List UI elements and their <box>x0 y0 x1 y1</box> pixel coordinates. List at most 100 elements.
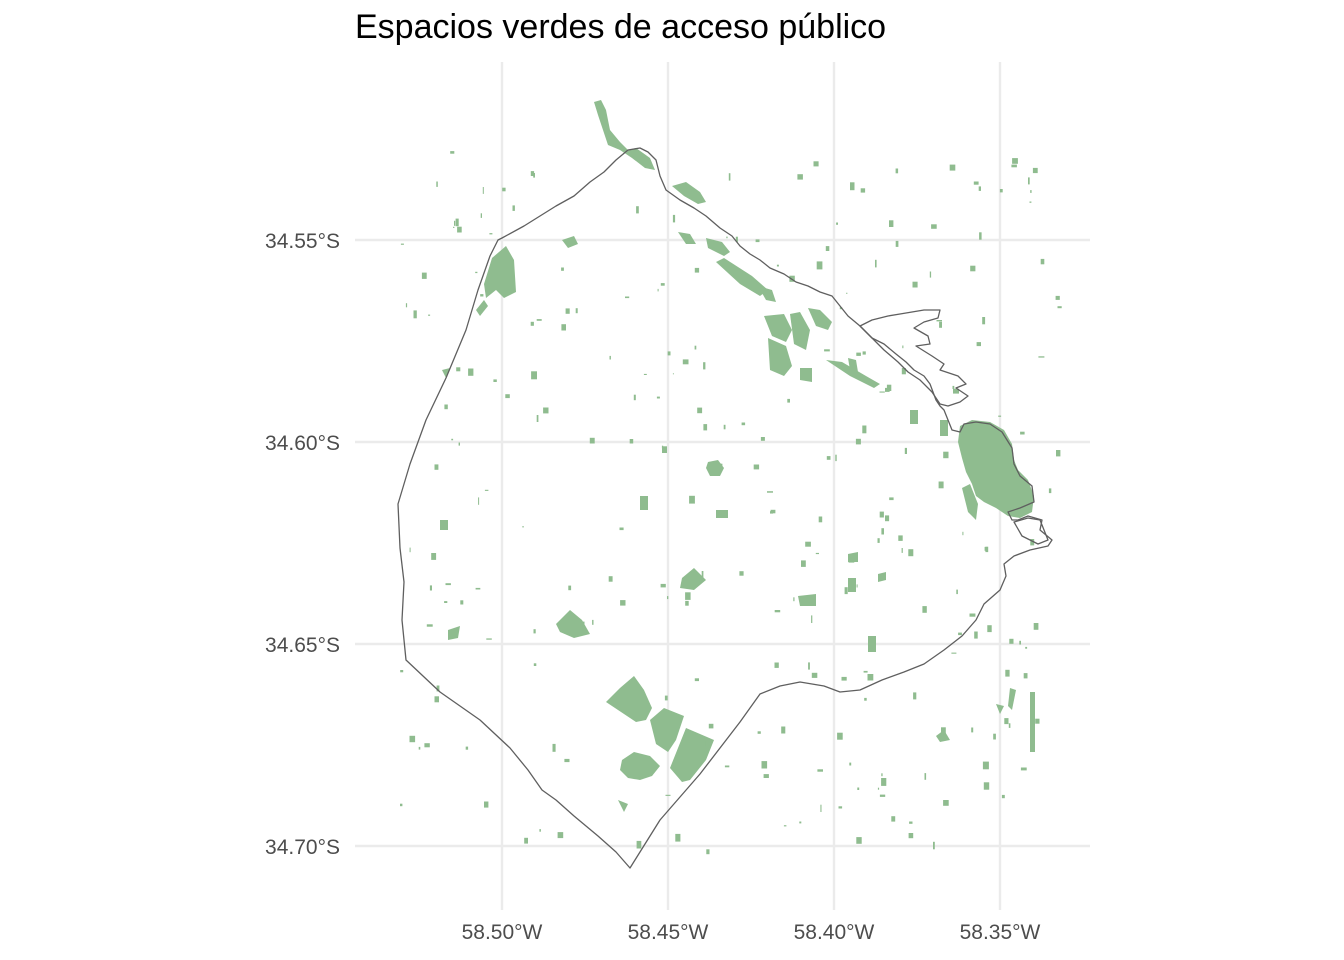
green-space <box>910 410 918 424</box>
x-tick-label: 58.40°W <box>794 921 875 944</box>
green-space-small <box>1032 167 1038 174</box>
green-space-reserva <box>958 420 1034 518</box>
green-space-small <box>909 821 913 824</box>
x-tick-label: 58.50°W <box>462 921 543 944</box>
x-tick-label: 58.35°W <box>960 921 1041 944</box>
green-space-small <box>664 695 668 701</box>
green-space-small <box>620 600 626 606</box>
green-space-small <box>633 394 636 401</box>
green-space <box>758 286 776 302</box>
green-space-small <box>767 491 773 493</box>
green-space-small <box>949 164 956 171</box>
green-space-small <box>901 548 903 553</box>
green-space-small <box>543 407 549 414</box>
green-space <box>476 300 488 316</box>
green-space-small <box>862 351 866 355</box>
green-space-small <box>629 439 634 444</box>
green-space-small <box>400 670 404 673</box>
green-space-southwest-park <box>670 728 714 782</box>
green-space-small <box>939 321 942 328</box>
green-space-small <box>1028 177 1030 185</box>
green-space-small <box>998 415 1002 417</box>
green-space <box>808 308 832 330</box>
green-space-small <box>998 475 1004 481</box>
green-space-small <box>811 672 818 678</box>
green-space-small <box>763 774 769 778</box>
green-space-small <box>755 239 760 243</box>
small-green-spaces <box>400 151 1062 855</box>
green-space-small <box>1056 450 1061 457</box>
green-space-small <box>575 308 578 314</box>
green-space <box>442 368 450 378</box>
green-space-small <box>984 546 987 551</box>
green-space-small <box>913 692 917 700</box>
green-space-small <box>703 362 706 370</box>
green-space-small <box>723 424 726 430</box>
green-space-small <box>908 833 914 839</box>
green-space-small <box>568 585 572 591</box>
green-space-small <box>667 351 671 356</box>
green-space-small <box>1033 623 1039 630</box>
green-space-small <box>856 352 861 356</box>
green-space-small <box>456 367 461 372</box>
green-space <box>672 182 706 204</box>
green-space-small <box>811 615 813 623</box>
green-space <box>940 420 948 436</box>
green-space-small <box>426 624 433 627</box>
green-space-small <box>895 240 899 247</box>
green-space-small <box>1005 669 1010 677</box>
green-space-small <box>502 187 506 192</box>
green-space-small <box>879 794 886 797</box>
green-space-small <box>862 425 867 434</box>
green-space-small <box>867 674 874 681</box>
green-space-small <box>735 236 738 242</box>
green-space-small <box>816 261 823 270</box>
green-space-small <box>660 283 665 286</box>
green-space-small <box>836 222 838 225</box>
green-space <box>826 360 880 388</box>
green-space <box>1008 688 1016 710</box>
green-space-small <box>770 509 776 514</box>
green-space-small <box>881 773 883 777</box>
green-space-small <box>657 288 659 292</box>
green-space-small <box>582 621 585 630</box>
green-space-small <box>672 373 674 375</box>
green-space-small <box>969 613 976 617</box>
green-space-small <box>564 758 570 763</box>
green-space-small <box>662 446 667 453</box>
green-space-small <box>953 388 959 394</box>
green-space-small <box>860 188 866 193</box>
green-space-small <box>978 186 981 191</box>
green-space-small <box>409 547 411 553</box>
green-space-small <box>665 794 671 796</box>
green-space-small <box>855 438 861 445</box>
green-space-small <box>451 438 454 441</box>
green-spaces <box>440 100 1035 812</box>
green-space <box>440 520 448 530</box>
green-space-small <box>818 516 823 523</box>
green-space-small <box>875 259 877 268</box>
x-axis-labels: 58.50°W 58.45°W 58.40°W 58.35°W <box>462 921 1041 944</box>
green-space-small <box>450 151 455 154</box>
green-space-small <box>799 821 802 824</box>
green-space-small <box>694 678 699 682</box>
green-space-small <box>486 638 492 640</box>
green-space-small <box>826 456 831 460</box>
green-space-small <box>848 561 855 563</box>
green-space-small <box>856 837 862 844</box>
green-space-small <box>561 324 566 331</box>
green-space-small <box>1035 718 1040 724</box>
green-space-small <box>864 697 867 701</box>
green-space-small <box>813 161 819 167</box>
green-space-small <box>478 307 482 313</box>
y-tick-label: 34.70°S <box>265 836 340 859</box>
green-space-small <box>643 373 647 375</box>
green-space-small <box>741 422 746 426</box>
green-space-small <box>530 171 535 176</box>
green-space-small <box>505 394 510 399</box>
green-space-small <box>667 596 669 600</box>
green-space-small <box>857 787 860 790</box>
green-space <box>868 636 876 652</box>
city-boundary <box>397 147 1053 869</box>
green-space-small <box>757 731 761 734</box>
